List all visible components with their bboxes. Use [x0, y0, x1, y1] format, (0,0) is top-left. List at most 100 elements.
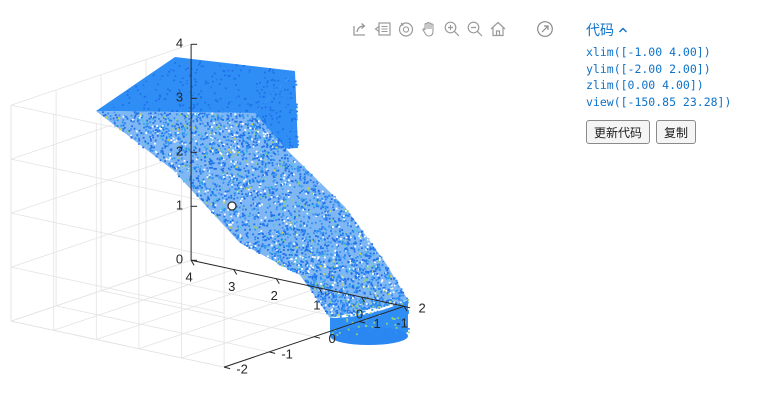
- cloud-point: [383, 305, 385, 307]
- cloud-point: [246, 76, 249, 79]
- cloud-point: [243, 223, 246, 226]
- cloud-point: [233, 194, 236, 197]
- cloud-point: [307, 271, 310, 274]
- cloud-point: [338, 261, 340, 264]
- cloud-point: [324, 228, 327, 231]
- cloud-point: [277, 125, 280, 127]
- cloud-point: [272, 105, 274, 107]
- cloud-point: [295, 83, 298, 86]
- cloud-point: [169, 153, 171, 155]
- copy-button[interactable]: 复制: [656, 120, 697, 144]
- cloud-point: [156, 110, 159, 112]
- cloud-point: [195, 153, 198, 156]
- cloud-point: [372, 246, 375, 249]
- rotate-3d-button[interactable]: [395, 19, 416, 40]
- cloud-point: [197, 116, 199, 119]
- code-panel-toggle[interactable]: 代码: [586, 20, 772, 40]
- cloud-point: [154, 90, 157, 93]
- cloud-point: [349, 236, 352, 239]
- cloud-point: [150, 116, 153, 119]
- cloud-point: [270, 79, 273, 82]
- cloud-point: [277, 258, 280, 261]
- cloud-point: [335, 258, 338, 261]
- cloud-point: [353, 284, 356, 287]
- cloud-point: [324, 195, 327, 198]
- export-button[interactable]: [349, 19, 370, 40]
- cloud-point: [351, 261, 353, 264]
- cloud-point: [309, 179, 312, 182]
- cloud-point: [356, 330, 359, 333]
- cloud-point: [407, 310, 409, 312]
- cloud-point: [294, 254, 297, 256]
- cloud-point: [296, 267, 299, 269]
- cloud-point: [302, 199, 305, 201]
- cloud-point: [335, 304, 337, 307]
- cloud-point: [314, 187, 316, 190]
- cloud-point: [241, 158, 244, 161]
- cloud-point: [387, 301, 390, 304]
- cloud-point: [262, 132, 265, 135]
- cloud-point: [325, 229, 328, 232]
- cloud-point: [261, 67, 263, 70]
- cloud-point: [307, 216, 310, 218]
- cloud-point: [376, 295, 379, 298]
- cloud-point: [361, 299, 363, 301]
- cloud-point: [358, 311, 361, 314]
- cloud-point: [222, 178, 225, 181]
- cloud-point: [233, 175, 235, 178]
- cloud-point: [332, 282, 335, 284]
- cloud-point: [219, 133, 222, 136]
- cloud-point: [175, 127, 177, 130]
- home-button[interactable]: [487, 19, 508, 40]
- open-in-new-window-button[interactable]: [535, 19, 555, 39]
- cloud-point: [196, 185, 199, 188]
- cloud-point: [171, 125, 174, 128]
- cloud-point: [194, 147, 197, 150]
- cloud-point: [206, 116, 209, 119]
- zoom-in-button[interactable]: [441, 19, 462, 40]
- cloud-point: [352, 326, 355, 329]
- cloud-point: [211, 173, 214, 176]
- cloud-point: [385, 308, 388, 311]
- cloud-point: [201, 70, 204, 73]
- cloud-point: [397, 312, 399, 314]
- cloud-point: [347, 307, 349, 310]
- cloud-point: [255, 91, 257, 94]
- cloud-point: [169, 112, 171, 115]
- cloud-point: [284, 76, 287, 79]
- cloud-point: [376, 266, 379, 268]
- cloud-point: [271, 158, 274, 161]
- cloud-point: [169, 148, 172, 151]
- cloud-point: [276, 206, 278, 209]
- cloud-point: [228, 79, 230, 81]
- cloud-point: [287, 190, 290, 192]
- update-code-button[interactable]: 更新代码: [586, 120, 651, 144]
- cloud-point: [156, 73, 159, 75]
- cloud-point: [268, 244, 270, 246]
- cloud-point: [366, 278, 368, 281]
- cloud-point: [224, 136, 226, 139]
- cloud-point: [331, 245, 334, 248]
- cloud-point: [270, 149, 273, 152]
- cloud-point: [237, 174, 240, 177]
- cloud-point: [300, 220, 303, 223]
- cloud-point: [267, 151, 270, 154]
- cloud-point: [253, 190, 256, 192]
- cloud-point: [360, 239, 363, 242]
- cloud-point: [206, 198, 209, 200]
- cloud-point: [241, 143, 243, 146]
- cloud-point: [375, 302, 378, 305]
- plot-area[interactable]: -1 0 1 2 3 4 -2 -1 0 1 2 0 1 2 3 4: [0, 0, 570, 412]
- cloud-point: [276, 128, 278, 131]
- zoom-out-button[interactable]: [464, 19, 485, 40]
- cloud-point: [291, 268, 294, 270]
- cloud-point: [188, 90, 191, 92]
- cloud-point: [321, 264, 323, 266]
- cloud-point: [394, 302, 397, 305]
- cloud-point: [189, 63, 191, 65]
- pan-button[interactable]: [418, 19, 439, 40]
- data-tips-button[interactable]: [372, 19, 393, 40]
- cloud-point: [394, 283, 397, 285]
- cloud-point: [221, 187, 224, 190]
